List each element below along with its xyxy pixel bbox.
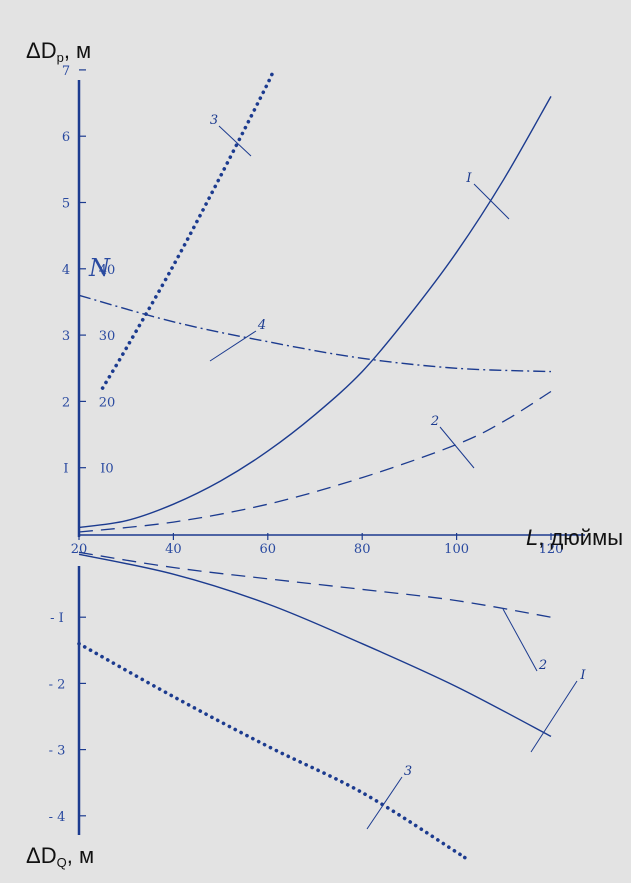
leader-upper_1	[473, 183, 510, 220]
curve-label-upper_3: 3	[210, 113, 218, 128]
y-tick-label: - 3	[49, 744, 66, 759]
curve-label-lower_3: 3	[404, 764, 412, 779]
leader-lower_3	[366, 776, 403, 830]
series-upper_3	[100, 68, 275, 390]
y-tick-label: 7	[62, 64, 70, 79]
x-axis-title: L, дюймы	[526, 525, 624, 550]
leader-upper_4	[209, 330, 257, 362]
y-tick-label: - 4	[49, 810, 66, 825]
series-upper_2	[78, 390, 552, 533]
leader-lower_1	[530, 680, 578, 753]
leader-upper_2	[439, 426, 475, 469]
y-tick-label: 3	[62, 329, 70, 344]
y-tick-label: I	[63, 462, 68, 477]
leader-lower_2	[502, 608, 538, 672]
x-tick-label: 100	[444, 542, 469, 557]
curve-label-upper_2: 2	[430, 414, 439, 429]
y-axis-bottom-title: ΔDQ, м	[26, 843, 95, 870]
curve-label-lower_2: 2	[538, 658, 547, 673]
x-tick-label: 40	[165, 542, 182, 557]
n-tick-label: I0	[100, 462, 113, 477]
y-tick-label: 5	[62, 197, 70, 212]
x-tick-label: 80	[354, 542, 371, 557]
y-tick-label: 6	[62, 130, 70, 145]
n-axis-label: N	[88, 254, 111, 282]
n-tick-label: 20	[99, 395, 116, 410]
series-lower_1	[78, 553, 552, 738]
series-upper_4	[78, 294, 552, 373]
series-lower_3	[77, 641, 467, 860]
n-tick-label: 30	[99, 329, 116, 344]
x-tick-label: 120	[539, 542, 564, 557]
y-tick-label: 4	[62, 263, 70, 278]
leader-upper_3	[218, 125, 252, 157]
n-tick-label: 40	[99, 263, 116, 278]
x-tick-label: 60	[260, 542, 277, 557]
curve-label-upper_1: I	[465, 171, 472, 186]
y-tick-label: - 2	[49, 677, 66, 692]
series-upper_1	[78, 96, 552, 529]
y-tick-label: 2	[62, 395, 70, 410]
y-axis-top-title: ΔDp, м	[26, 38, 92, 65]
y-tick-label: - I	[50, 611, 64, 626]
curve-label-upper_4: 4	[257, 318, 266, 333]
series-lower_2	[78, 551, 552, 618]
curve-label-lower_1: I	[579, 668, 586, 683]
